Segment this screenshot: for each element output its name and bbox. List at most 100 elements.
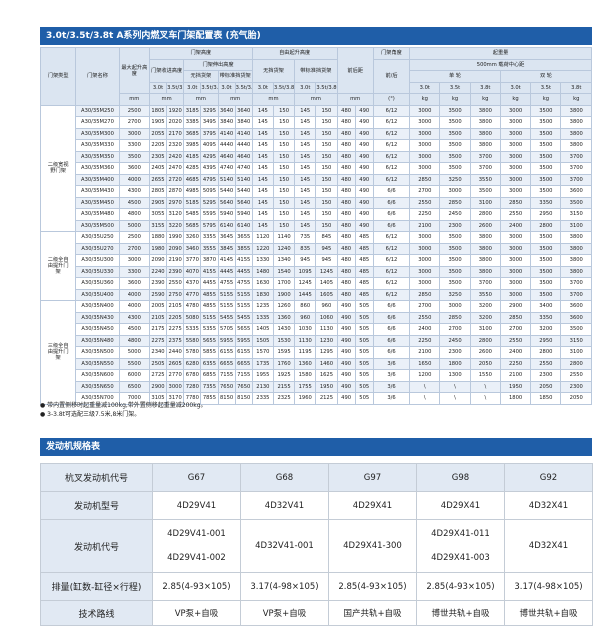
cell: 2605: [166, 357, 185, 370]
cell: 490: [354, 173, 374, 186]
cell: A30/35M480: [75, 208, 120, 221]
cell: 3000: [499, 242, 532, 255]
cell: 3000: [499, 288, 532, 301]
cell: 发动机型号: [40, 491, 153, 520]
cell: 4D29X41-300: [328, 519, 417, 573]
cell: 7855: [200, 392, 219, 405]
cell: 3000: [499, 150, 532, 163]
cell: 4755: [217, 277, 236, 290]
cell: 1880: [148, 231, 168, 244]
cell: VP泵+自吸: [240, 600, 329, 626]
cell: 2.85(4-93×105): [328, 572, 417, 601]
cell: 3200: [469, 300, 501, 313]
cell: 7155: [234, 369, 253, 382]
cell: 2190: [166, 254, 185, 267]
cell: 145: [251, 150, 274, 163]
mast-type: 二级全自由提升门架: [39, 231, 77, 301]
cell: 960: [315, 300, 338, 313]
cell: 2250: [499, 357, 532, 370]
cell: 480: [336, 185, 356, 198]
cell: 2250: [409, 208, 441, 221]
unit-label: mm: [118, 93, 150, 106]
cell: 145: [251, 196, 274, 209]
row: 杭叉发动机代号 G67 G68 G97 G98 G92: [40, 463, 593, 492]
cell: 5155: [200, 311, 219, 324]
cell: 1220: [251, 242, 274, 255]
cell: 2970: [166, 196, 185, 209]
tonnage-label: 3.5t/3.8t: [315, 81, 338, 94]
cell: 1700: [272, 277, 296, 290]
cell-text: 发动机代号: [73, 542, 119, 553]
cell: 4740: [234, 162, 253, 175]
cell: 博世共轨+自吸: [504, 600, 593, 626]
cell: 150: [272, 185, 296, 198]
cell: 4640: [234, 150, 253, 163]
cell: 3.17(4-98×105): [240, 572, 329, 601]
cell: 2170: [166, 127, 185, 140]
cell: 145: [294, 185, 317, 198]
cell: 6/12: [372, 265, 411, 278]
header: 门架类型: [39, 47, 77, 106]
cell: 3795: [200, 127, 219, 140]
cell: 2800: [469, 334, 501, 347]
tonnage-label: 3.5t/3.8t: [272, 81, 296, 94]
cell: 2450: [439, 208, 471, 221]
cell: 5155: [217, 288, 236, 301]
cell: 3300: [118, 265, 150, 278]
cell: 3700: [560, 162, 592, 175]
cell: A30/35N550: [75, 357, 120, 370]
header: 带标准挡货架: [217, 70, 253, 83]
cell: 150: [272, 150, 296, 163]
tonnage-label: 3.5t: [439, 81, 471, 94]
cell: 2205: [148, 139, 168, 152]
cell: 3700: [560, 277, 592, 290]
cell: 150: [272, 162, 296, 175]
cell: 1245: [315, 265, 338, 278]
row: A30/35U360 3600 2390 2550 4370 4455 4755 4755 16…: [41, 277, 592, 290]
cell: 2805: [148, 185, 168, 198]
cell: 145: [294, 150, 317, 163]
cell: 145: [294, 162, 317, 175]
cell: 490: [336, 392, 356, 405]
cell: 2105: [166, 300, 185, 313]
cell: 3000: [409, 116, 441, 129]
cell: 6655: [234, 357, 253, 370]
cell: 3000: [499, 104, 532, 117]
cell-text: 排量(缸数-缸径×行程): [51, 583, 142, 593]
cell: 3495: [200, 116, 219, 129]
cell: 3150: [560, 208, 592, 221]
cell: 2870: [166, 185, 185, 198]
cell: 150: [315, 173, 338, 186]
cell: \: [469, 380, 501, 393]
cell: 1230: [315, 334, 338, 347]
cell: G97: [328, 463, 417, 492]
tonnage-label: 3.5t: [530, 81, 562, 94]
cell: 960: [294, 311, 317, 324]
header: 前后距: [336, 47, 374, 94]
cell: 5855: [200, 346, 219, 359]
cell: 1130: [315, 323, 338, 336]
cell: 1540: [272, 265, 296, 278]
cell: 4D29V41: [152, 491, 241, 520]
cell: 4795: [200, 173, 219, 186]
cell: 1900: [272, 288, 296, 301]
cell: 6/12: [372, 242, 411, 255]
header: 带标准挡货架: [294, 58, 338, 83]
cell: 145: [294, 104, 317, 117]
cell: 2340: [148, 346, 168, 359]
cell: 150: [315, 150, 338, 163]
page-title: 3.0t/3.5t/3.8t A系列内燃叉车门架配置表 (充气胎): [40, 27, 592, 45]
cell: 6/6: [372, 300, 411, 313]
cell: 2470: [166, 162, 185, 175]
mast-type: 三级全自由提升门架: [39, 300, 77, 405]
cell: 4140: [217, 127, 236, 140]
row: 技术路线 VP泵+自吸 VP泵+自吸 国产共轨+自吸 博世共轨+自吸 博世共轨+自吸: [40, 600, 593, 626]
cell: 5185: [183, 196, 202, 209]
cell: 505: [354, 346, 374, 359]
cell: 3800: [469, 254, 501, 267]
cell: 3000: [409, 265, 441, 278]
cell: 5780: [183, 346, 202, 359]
cell: 845: [315, 231, 338, 244]
cell: 3500: [439, 150, 471, 163]
